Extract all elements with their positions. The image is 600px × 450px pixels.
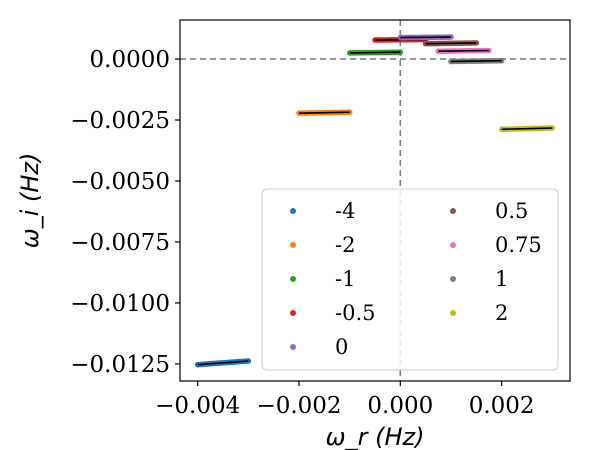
- legend-label: 0: [335, 335, 348, 359]
- data-point: [346, 109, 353, 116]
- x-tick-label: −0.002: [256, 393, 341, 419]
- legend-marker: [290, 344, 296, 350]
- x-axis-label-text: ω_r (Hz): [326, 423, 425, 450]
- legend-item: 0: [290, 335, 348, 359]
- overlay-line: [501, 127, 553, 131]
- legend-item: -4: [290, 199, 355, 223]
- series--1: [346, 49, 404, 56]
- x-tick-label: −0.004: [155, 393, 240, 419]
- legend-item: -0.5: [290, 301, 376, 325]
- series-0.5: [422, 40, 480, 47]
- legend-label: 1: [495, 267, 508, 291]
- y-tick-label: 0.0000: [90, 47, 170, 73]
- legend-marker: [290, 310, 296, 316]
- y-axis-ticks: 0.0000 −0.0025 −0.0050 −0.0075 −0.0100 −0.012…: [70, 47, 180, 378]
- legend-marker: [450, 310, 456, 316]
- plot-frame: [179, 19, 571, 382]
- plot-data: [194, 34, 556, 368]
- legend-label: 2: [495, 301, 508, 325]
- data-point: [397, 49, 404, 55]
- legend-label: -1: [335, 267, 355, 291]
- legend-marker: [290, 242, 296, 248]
- y-axis-label-text: ω_i (Hz): [16, 153, 44, 249]
- legend-item: 0.5: [450, 199, 528, 223]
- x-axis-label: ω_r (Hz): [326, 423, 425, 450]
- series--2: [296, 109, 353, 116]
- legend-box: [261, 188, 559, 371]
- overlay-line: [425, 42, 477, 45]
- y-tick-label: −0.0075: [70, 230, 170, 256]
- data-point: [448, 34, 454, 40]
- legend-item: -1: [290, 267, 355, 291]
- overlay-line: [450, 59, 502, 63]
- series-2: [498, 125, 556, 133]
- legend-marker: [450, 242, 456, 248]
- y-tick-label: −0.0100: [70, 291, 170, 317]
- legend-marker: [290, 276, 296, 282]
- y-axis-label: ω_i (Hz): [16, 153, 44, 249]
- legend-label: 0.75: [495, 233, 542, 257]
- y-tick-label: −0.0025: [70, 108, 170, 134]
- legend-item: -2: [290, 233, 355, 257]
- legend-marker: [450, 276, 456, 282]
- series-0: [397, 34, 454, 41]
- legend-label: -2: [335, 233, 355, 257]
- legend-label: -0.5: [335, 301, 376, 325]
- legend-marker: [290, 208, 296, 214]
- legend-label: 0.5: [495, 199, 528, 223]
- legend: -4 -2 -1 -0.5 0 0.5 0.75 1 2: [261, 188, 559, 371]
- overlay-line: [438, 49, 489, 53]
- series--4: [194, 358, 252, 368]
- y-tick-label: −0.0125: [70, 352, 170, 378]
- data-point: [498, 57, 505, 64]
- overlay-line: [349, 51, 401, 54]
- x-axis-ticks: −0.004 −0.002 0.000 0.002: [155, 381, 535, 419]
- legend-item: 0.75: [450, 233, 542, 257]
- x-tick-label: 0.000: [367, 393, 433, 419]
- series-0.75: [435, 47, 492, 55]
- series-1: [448, 57, 505, 65]
- y-tick-label: −0.0050: [70, 169, 170, 195]
- legend-item: 1: [450, 267, 508, 291]
- x-tick-label: 0.002: [469, 393, 535, 419]
- legend-label: -4: [335, 199, 355, 223]
- legend-marker: [450, 208, 456, 214]
- overlay-line: [197, 360, 249, 366]
- data-point: [486, 47, 492, 54]
- data-point: [549, 125, 556, 131]
- legend-item: 2: [450, 301, 508, 325]
- overlay-line: [299, 111, 350, 114]
